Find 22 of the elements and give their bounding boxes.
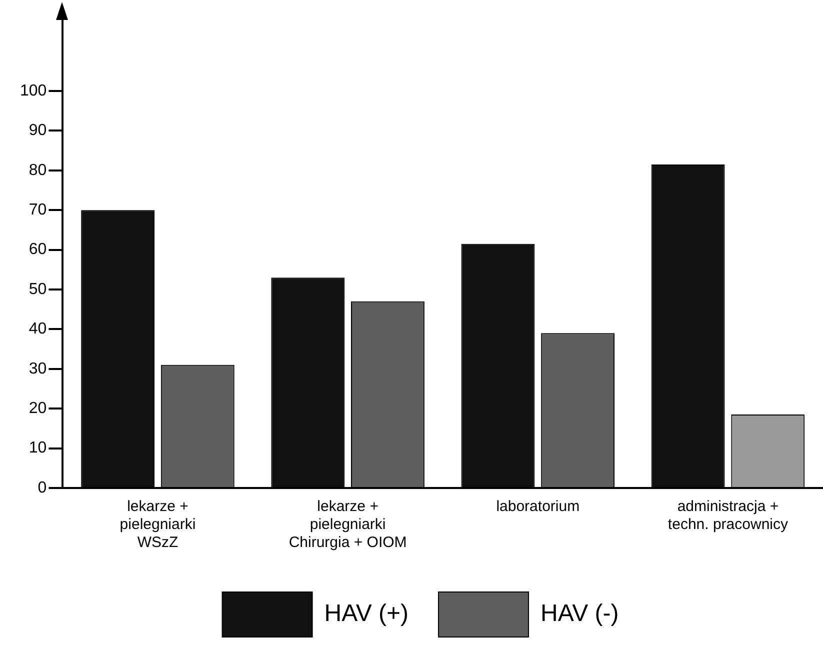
- category-label: lekarze +: [317, 498, 378, 516]
- y-tick-label: 0: [38, 479, 47, 496]
- y-tick-label: 20: [28, 400, 47, 418]
- category-label: administracja +: [677, 498, 779, 516]
- y-tick-label: 90: [28, 122, 47, 140]
- category-label: WSzZ: [137, 534, 178, 552]
- category-label: pielegniarki: [120, 516, 196, 534]
- y-tick-label: 80: [28, 162, 47, 179]
- y-tick-label: 40: [28, 320, 47, 338]
- category-label: pielegniarki: [310, 516, 386, 534]
- y-tick-label: 30: [28, 360, 47, 378]
- legend-label: HAV (-): [540, 600, 619, 628]
- legend-label: HAV (+): [324, 600, 409, 628]
- y-tick-label: 10: [28, 440, 47, 457]
- y-tick-label: 60: [28, 241, 47, 258]
- category-label: laboratorium: [496, 498, 580, 516]
- y-tick-label: 70: [28, 202, 47, 219]
- category-label: techn. pracownicy: [668, 516, 788, 534]
- category-label: lekarze +: [127, 498, 188, 516]
- y-tick-label: 100: [20, 82, 47, 100]
- y-tick-label: 50: [28, 280, 47, 298]
- category-label: Chirurgia + OIOM: [288, 534, 407, 552]
